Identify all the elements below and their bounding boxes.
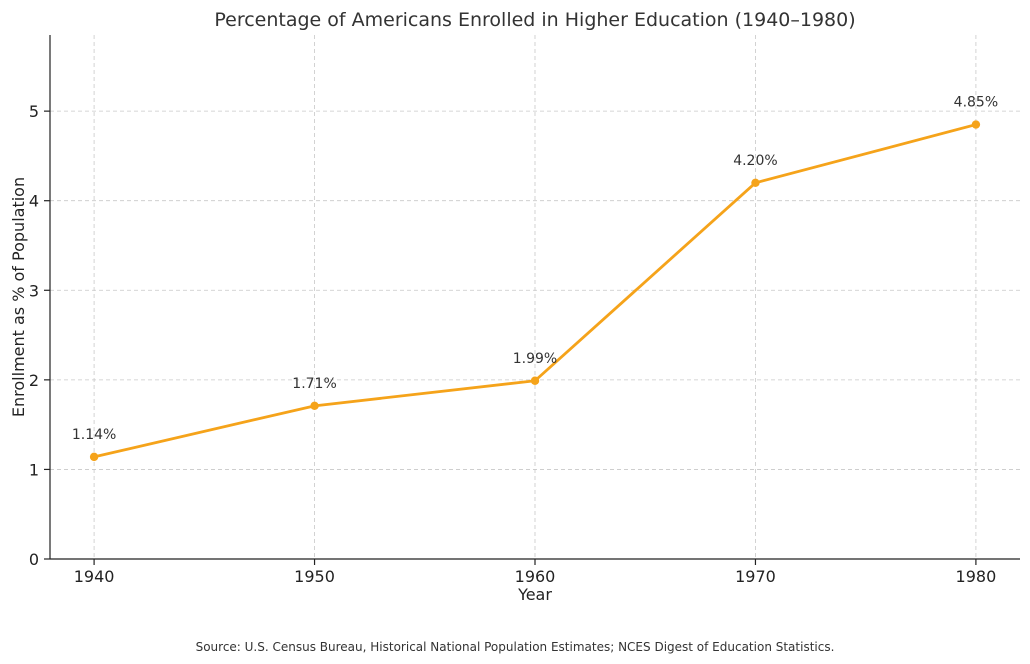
data-label: 1.99% — [513, 351, 557, 367]
y-tick-label: 4 — [29, 192, 39, 211]
source-note: Source: U.S. Census Bureau, Historical N… — [196, 640, 835, 654]
data-label: 1.71% — [292, 376, 336, 392]
x-axis-label: Year — [517, 585, 552, 604]
data-label: 4.85% — [954, 95, 998, 111]
y-axis-label: Enrollment as % of Population — [9, 177, 28, 417]
data-point — [89, 452, 99, 462]
x-tick-label: 1970 — [735, 567, 776, 586]
data-label: 1.14% — [72, 427, 116, 443]
x-tick-label: 1980 — [956, 567, 997, 586]
y-tick-label: 1 — [29, 460, 39, 479]
data-point — [310, 401, 319, 411]
data-points — [89, 120, 981, 462]
y-tick-label: 3 — [29, 281, 39, 300]
data-point — [530, 376, 540, 385]
chart-title: Percentage of Americans Enrolled in High… — [214, 9, 855, 31]
x-tick-label: 1940 — [74, 567, 115, 586]
x-tick-label: 1960 — [515, 567, 556, 586]
x-tick-label: 1950 — [294, 567, 335, 586]
y-tick-label: 5 — [29, 102, 39, 121]
axis-ticks: 1940 1950 1960 1970 1980 0 1 2 3 4 5 — [29, 102, 996, 586]
y-tick-label: 0 — [29, 550, 39, 569]
grid-lines — [50, 35, 1020, 559]
data-point — [751, 178, 760, 187]
data-point — [971, 120, 981, 129]
y-tick-label: 2 — [29, 371, 39, 390]
data-labels: 1.14% 1.71% 1.99% 4.20% 4.85% — [72, 95, 998, 443]
data-label: 4.20% — [733, 153, 777, 169]
